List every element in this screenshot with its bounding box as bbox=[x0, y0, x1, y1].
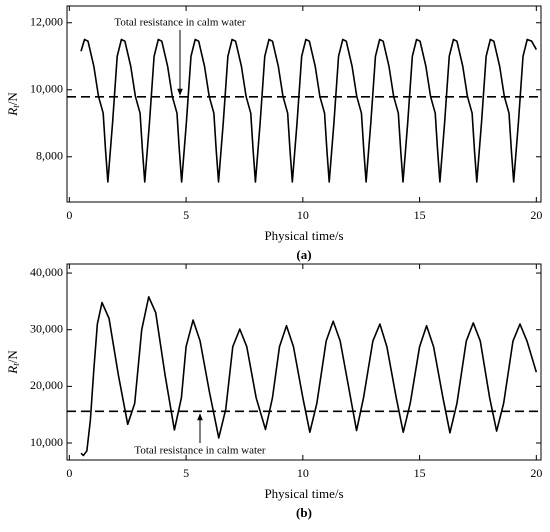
y-tick-label: 12,000 bbox=[30, 15, 63, 29]
x-tick-label: 15 bbox=[414, 466, 426, 480]
y-tick-label: 8,000 bbox=[36, 149, 63, 163]
y-axis-subscript: t bbox=[11, 105, 21, 108]
y-axis-unit: /N bbox=[5, 92, 20, 106]
panel-label: (b) bbox=[296, 505, 312, 520]
x-tick-label: 5 bbox=[183, 466, 189, 480]
x-axis-label: Physical time/s bbox=[264, 228, 343, 243]
x-tick-label: 0 bbox=[66, 208, 72, 222]
data-line bbox=[80, 296, 538, 457]
x-tick-label: 5 bbox=[183, 208, 189, 222]
plot-frame bbox=[66, 5, 542, 203]
x-axis-label: Physical time/s bbox=[264, 486, 343, 501]
y-axis-label: Rt/N bbox=[5, 350, 21, 375]
plot-frame bbox=[66, 263, 542, 461]
y-tick-label: 10,000 bbox=[30, 82, 63, 96]
annotation: Total resistance in calm water bbox=[134, 445, 266, 457]
y-axis-unit: /N bbox=[5, 350, 20, 364]
y-tick-label: 40,000 bbox=[30, 265, 63, 279]
x-tick-label: 10 bbox=[297, 208, 309, 222]
y-axis-symbol: R bbox=[5, 366, 20, 375]
x-tick-label: 0 bbox=[66, 466, 72, 480]
x-tick-label: 20 bbox=[530, 466, 542, 480]
y-tick-label: 10,000 bbox=[30, 435, 63, 449]
x-tick-label: 20 bbox=[530, 208, 542, 222]
x-tick-label: 10 bbox=[297, 466, 309, 480]
x-tick-label: 15 bbox=[414, 208, 426, 222]
y-axis-label: Rt/N bbox=[5, 92, 21, 117]
y-axis-subscript: t bbox=[11, 363, 21, 366]
y-axis-symbol: R bbox=[5, 108, 20, 117]
annotation: Total resistance in calm water bbox=[114, 17, 246, 29]
y-tick-label: 30,000 bbox=[30, 321, 63, 335]
data-line bbox=[80, 38, 538, 183]
panel-label: (a) bbox=[296, 247, 311, 262]
y-tick-label: 20,000 bbox=[30, 378, 63, 392]
